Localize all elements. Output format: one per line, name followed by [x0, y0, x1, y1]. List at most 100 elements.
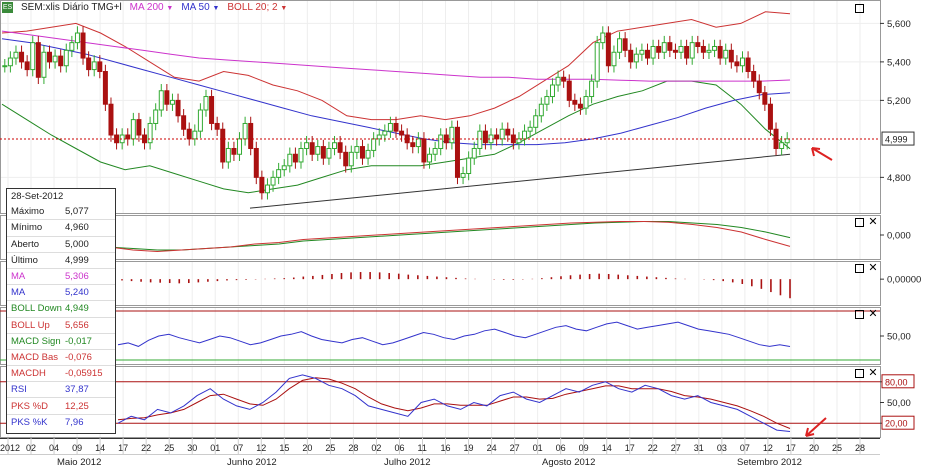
stoch-tick-label: 50,00 — [887, 398, 911, 409]
date-tick-label: 12 — [763, 443, 773, 453]
info-label: PKS %D — [11, 400, 48, 412]
candle-body — [393, 122, 399, 132]
candle-body — [136, 119, 142, 136]
info-value: 12,25 — [65, 400, 89, 412]
candle-body — [130, 119, 136, 140]
candle-body — [52, 55, 58, 63]
info-value: 5,656 — [65, 319, 89, 331]
symbol-label[interactable]: SEM:xlis Diário TMG+l — [21, 2, 122, 13]
candle-body — [421, 138, 427, 163]
candle-body — [427, 153, 433, 163]
candle-body — [667, 42, 673, 51]
info-value: 4,949 — [65, 303, 89, 315]
candle-body — [745, 57, 751, 73]
info-label: MACD Bas — [11, 351, 58, 363]
info-row: MACD Sign -0,017 — [7, 332, 115, 349]
candle-body — [169, 99, 175, 105]
candle-body — [432, 147, 438, 155]
indicator-boll[interactable]: BOLL 20; 2 ▼ — [227, 2, 288, 13]
candle-body — [2, 65, 8, 68]
candle-body — [58, 55, 64, 67]
candle-body — [19, 51, 25, 63]
candle-body — [600, 32, 606, 44]
candle-body — [438, 134, 444, 149]
indicator-ma200[interactable]: MA 200 ▼ — [129, 2, 174, 13]
maximize-icon[interactable] — [855, 4, 864, 13]
info-row: Último 4,999 — [7, 251, 115, 268]
candle-body — [454, 126, 460, 178]
candle-body — [734, 61, 740, 67]
maximize-icon[interactable] — [855, 369, 864, 378]
date-tick-label: 25 — [832, 443, 842, 453]
stoch-level-box — [881, 374, 915, 389]
maximize-icon[interactable] — [855, 264, 864, 273]
date-tick-label: 22 — [648, 443, 658, 453]
candle-body — [622, 38, 628, 51]
maximize-icon[interactable] — [855, 310, 864, 319]
close-icon[interactable]: ✕ — [868, 216, 878, 228]
panel-frame — [0, 307, 881, 365]
candle-body — [24, 61, 30, 71]
candle-body — [555, 76, 561, 86]
info-label: MA — [11, 271, 26, 283]
candle-body — [594, 42, 600, 82]
date-tick-label: 30 — [187, 443, 197, 453]
candle-body — [471, 147, 477, 159]
info-label: Último — [11, 254, 38, 266]
date-tick-label: 17 — [118, 443, 128, 453]
candle-body — [376, 134, 382, 140]
info-label: PKS %K — [11, 416, 48, 428]
info-label: Máximo — [11, 206, 45, 218]
boll-up-line — [1, 11, 791, 121]
rsi-panel-controls: ✕ — [855, 308, 878, 320]
candle-body — [304, 142, 310, 149]
candle-body — [315, 146, 321, 155]
candle-body — [611, 51, 617, 67]
date-tick-label: 15 — [279, 443, 289, 453]
date-tick-label: 17 — [786, 443, 796, 453]
info-value: 4,999 — [65, 254, 89, 266]
info-value: 5,240 — [65, 287, 89, 299]
date-tick-label: 28 — [348, 443, 358, 453]
candle-body — [784, 138, 790, 144]
candle-body — [672, 49, 678, 53]
indicator-ma50[interactable]: MA 50 ▼ — [181, 2, 220, 13]
candle-body — [147, 122, 153, 144]
chart-logo-icon: ES — [2, 2, 13, 13]
info-row: RSI 37,87 — [7, 381, 115, 397]
info-value: 7,96 — [65, 416, 84, 428]
month-label: Junho 2012 — [227, 457, 277, 467]
last-price-box — [881, 131, 915, 146]
close-icon[interactable]: ✕ — [868, 367, 878, 379]
candle-body — [717, 45, 723, 59]
date-tick-label: 24 — [487, 443, 497, 453]
candle-body — [63, 49, 69, 67]
date-tick-label: 12 — [256, 443, 266, 453]
chevron-down-icon: ▼ — [212, 5, 220, 12]
info-row: MACD Bas -0,076 — [7, 348, 115, 365]
close-icon[interactable]: ✕ — [868, 308, 878, 320]
candle-body — [181, 115, 187, 130]
info-value: 37,87 — [65, 384, 89, 396]
info-row: PKS %K 7,96 — [7, 413, 115, 430]
candle-body — [650, 45, 656, 59]
maximize-icon[interactable] — [855, 218, 864, 227]
candle-body — [544, 96, 550, 105]
date-tick-label: 25 — [164, 443, 174, 453]
candle-body — [538, 103, 544, 117]
info-label: MA — [11, 287, 26, 299]
info-label: Mínimo — [11, 222, 43, 234]
stoch-d-line — [117, 377, 791, 429]
close-icon[interactable]: ✕ — [868, 262, 878, 274]
candle-body — [220, 128, 226, 163]
date-tick-label: 2012 — [0, 443, 20, 453]
candle-body — [712, 45, 718, 51]
candle-body — [69, 42, 75, 51]
date-tick-label: 16 — [441, 443, 451, 453]
info-label: Aberto — [11, 238, 39, 250]
stoch-tick-label: 20,00 — [885, 419, 908, 429]
candle-body — [287, 153, 293, 167]
support-trend-line — [249, 153, 791, 209]
info-row: Máximo 5,077 — [7, 204, 115, 219]
candle-body — [633, 53, 639, 63]
